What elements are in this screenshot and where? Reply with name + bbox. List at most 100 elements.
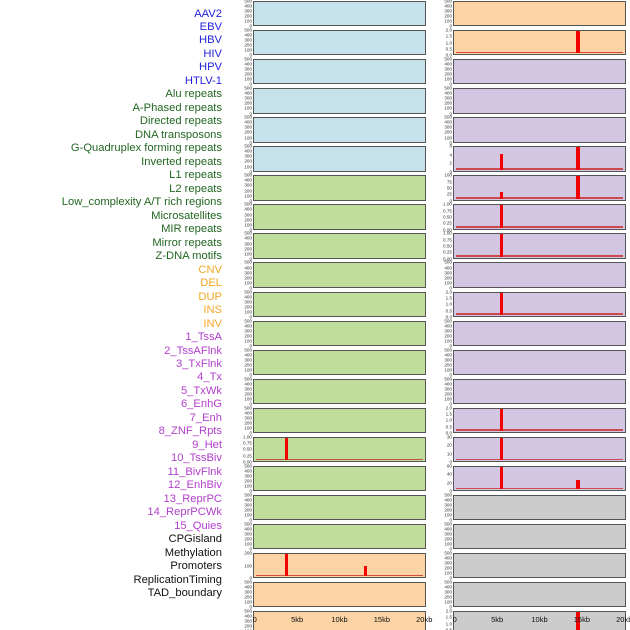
y-tick-label: 0 bbox=[249, 343, 252, 349]
y-tick-label: 0 bbox=[249, 53, 252, 59]
row-label-14-reprpcwk: 14_ReprPCWk bbox=[147, 506, 222, 519]
y-tick-label: 0.00 bbox=[243, 459, 252, 465]
y-tick-label: 200 bbox=[244, 507, 252, 513]
y-tick-label: 400 bbox=[444, 265, 452, 271]
y-tick-label: 0 bbox=[249, 256, 252, 262]
y-tick-label: 500 bbox=[244, 231, 252, 237]
data-spike bbox=[500, 466, 504, 490]
row-label-promoters: Promoters bbox=[170, 560, 222, 573]
plot-area bbox=[453, 1, 626, 27]
y-tick-label: 0 bbox=[449, 459, 452, 465]
row-label-mirror-repeats: Mirror repeats bbox=[152, 236, 222, 249]
y-tick-label: 0 bbox=[249, 24, 252, 30]
y-tick-label: 0 bbox=[449, 372, 452, 378]
y-tick-label: 400 bbox=[444, 90, 452, 96]
y-tick-label: 0.5 bbox=[445, 46, 452, 52]
plot-area bbox=[453, 88, 626, 114]
y-tick-label: 0 bbox=[449, 546, 452, 552]
y-tick-label: 200 bbox=[244, 130, 252, 136]
row-label-l2-repeats: L2 repeats bbox=[169, 182, 222, 195]
row-label-5-txwk: 5_TxWk bbox=[180, 384, 222, 397]
y-tick-label: 300 bbox=[444, 270, 452, 276]
y-tick-label: 300 bbox=[444, 328, 452, 334]
row-label-replicationtiming: ReplicationTiming bbox=[133, 573, 223, 586]
y-tick-label: 200 bbox=[244, 550, 252, 556]
plot-area bbox=[453, 59, 626, 85]
data-spike bbox=[576, 480, 580, 490]
y-tick-label: 500 bbox=[444, 579, 452, 585]
plot-area bbox=[253, 320, 426, 346]
y-tick-label: 20 bbox=[446, 480, 452, 486]
y-tick-label: 100 bbox=[444, 77, 452, 83]
y-tick-label: 0 bbox=[249, 227, 252, 233]
x-tick-label: 15kb bbox=[573, 615, 591, 624]
y-tick-label: 0.0 bbox=[445, 53, 452, 59]
plot-area bbox=[453, 494, 626, 521]
y-tick-label: 400 bbox=[244, 119, 252, 125]
y-tick-label: 500 bbox=[244, 521, 252, 527]
y-tick-label: 400 bbox=[244, 178, 252, 184]
y-tick-label: 300 bbox=[444, 589, 452, 595]
x-tick-label: 20kb bbox=[616, 615, 630, 624]
y-axis-ticks: 0.00 0.25 0.50 0.75 1.00 bbox=[428, 231, 453, 261]
y-tick-label: 500 bbox=[244, 114, 252, 120]
y-tick-label: 200 bbox=[444, 391, 452, 397]
row-label-del: DEL bbox=[200, 277, 222, 290]
x-axis: 0 5kb 10kb 15kb 20kb bbox=[253, 614, 433, 630]
y-tick-label: 500 bbox=[244, 85, 252, 91]
y-tick-label: 0 bbox=[449, 198, 452, 204]
plot-area bbox=[253, 349, 426, 375]
y-tick-label: 200 bbox=[244, 304, 252, 310]
y-tick-label: 0 bbox=[249, 285, 252, 291]
track-panel: 0.00.51.01.52.0 bbox=[428, 609, 628, 630]
y-tick-label: 0 bbox=[449, 401, 452, 407]
y-tick-label: 100 bbox=[444, 135, 452, 141]
y-tick-label: 0.25 bbox=[243, 453, 252, 459]
y-axis-ticks: 0.00 0.25 0.50 0.75 1.00 bbox=[428, 202, 453, 232]
data-spike bbox=[363, 566, 367, 577]
y-tick-label: 100 bbox=[244, 563, 252, 569]
baseline-track bbox=[455, 458, 624, 461]
y-tick-label: 500 bbox=[244, 376, 252, 382]
y-tick-label: 500 bbox=[244, 143, 252, 149]
row-label-4-tx: 4_Tx bbox=[197, 371, 222, 384]
y-tick-label: 50 bbox=[446, 185, 452, 191]
y-tick-label: 300 bbox=[444, 386, 452, 392]
y-tick-label: 1.5 bbox=[445, 295, 452, 301]
y-tick-label: 100 bbox=[244, 48, 252, 54]
y-tick-label: 200 bbox=[244, 623, 252, 629]
plot-area bbox=[453, 320, 626, 346]
y-tick-label: 0 bbox=[249, 546, 252, 552]
data-spike bbox=[576, 176, 580, 199]
baseline-track bbox=[455, 226, 624, 228]
row-label-cnv: CNV bbox=[198, 263, 222, 276]
y-tick-label: 0.0 bbox=[445, 430, 452, 436]
y-tick-label: 100 bbox=[244, 309, 252, 315]
y-tick-label: 400 bbox=[244, 410, 252, 416]
y-tick-label: 500 bbox=[244, 579, 252, 585]
track-panel: 0 2 4 6 bbox=[428, 144, 628, 174]
y-tick-label: 100 bbox=[244, 19, 252, 25]
y-tick-label: 0 bbox=[249, 605, 252, 611]
plot-area bbox=[453, 291, 626, 317]
y-tick-label: 0.25 bbox=[443, 221, 452, 227]
x-tick-label: 5kb bbox=[491, 615, 504, 624]
y-tick-label: 0 bbox=[449, 488, 452, 494]
row-label-tad-boundary: TAD_boundary bbox=[147, 587, 222, 600]
y-tick-label: 200 bbox=[244, 391, 252, 397]
y-tick-label: 400 bbox=[244, 613, 252, 619]
